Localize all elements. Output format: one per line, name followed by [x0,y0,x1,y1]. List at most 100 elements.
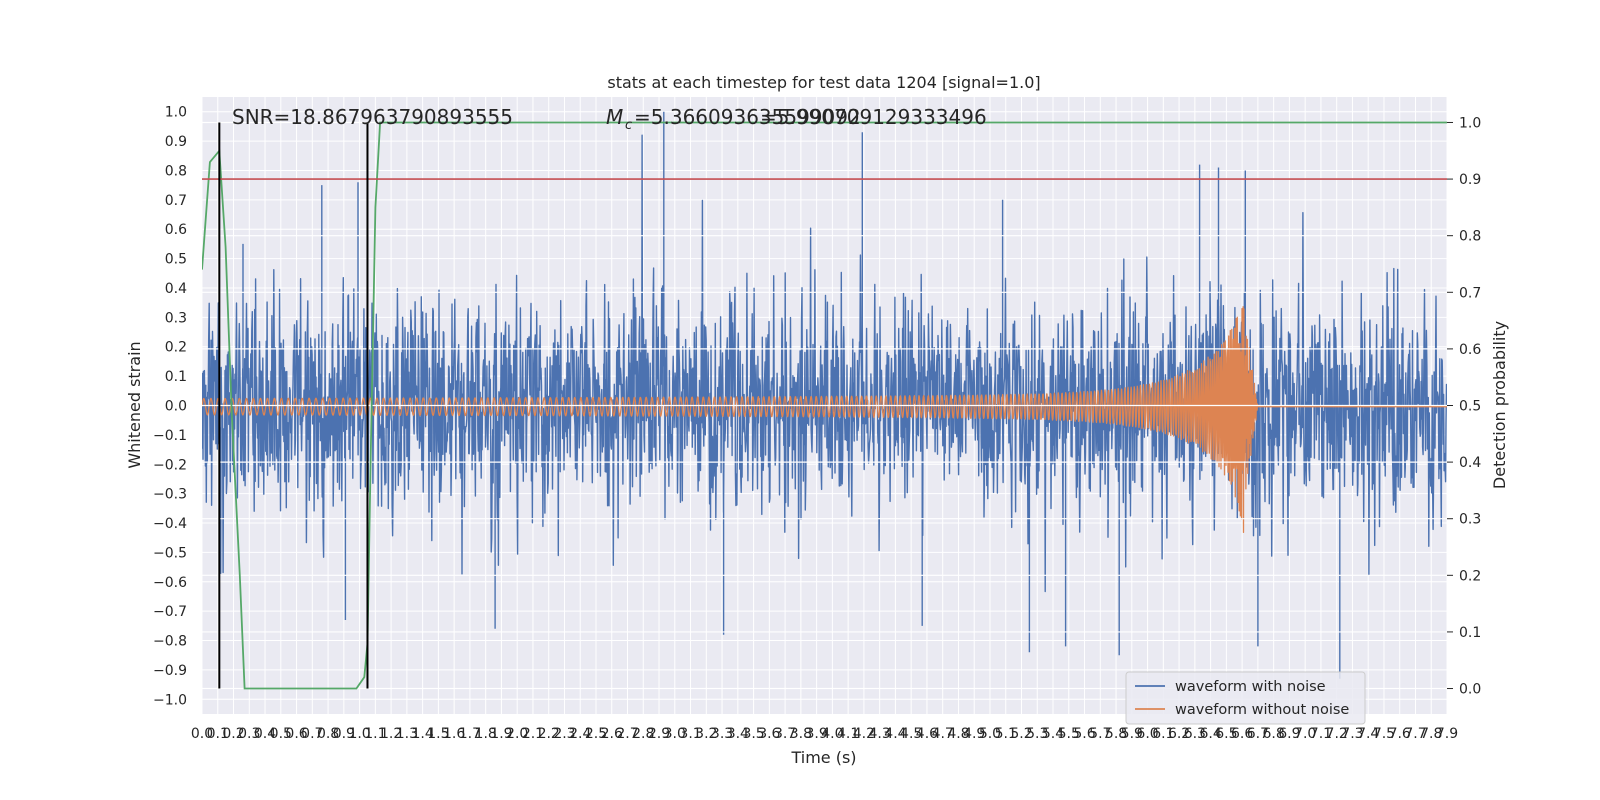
x-tick-label: 7.4 [1357,726,1379,742]
x-tick-label: 1.3 [396,726,418,742]
y-axis-label: Whitened strain [125,341,144,468]
chart-title: stats at each timestep for test data 120… [607,73,1040,92]
y-tick-label: −0.7 [153,604,187,620]
y-tick-label: 0.6 [165,222,187,238]
x-axis-ticks: 0.00.10.20.30.40.50.60.70.80.91.01.11.21… [191,726,1458,742]
y2-tick-label: 0.5 [1459,399,1481,415]
y-tick-label: −0.2 [153,457,187,473]
x-tick-label: 7.8 [1420,726,1442,742]
x-tick-label: 2.6 [601,726,623,742]
y2-tick-label: 1.0 [1459,115,1481,131]
x-tick-label: 2.1 [522,726,544,742]
y2-tick-label: 0.3 [1459,512,1481,528]
x-tick-label: 3.7 [774,726,796,742]
x-tick-label: 5.8 [1105,726,1127,742]
y-tick-label: 0.3 [165,310,187,326]
legend-label-clean: waveform without noise [1175,702,1349,718]
x-tick-label: 4.9 [963,726,985,742]
y-axis-ticks: 1.0 0.9 0.8 0.7 0.6 0.5 0.4 0.3 0.2 0.1 0.0 −0.1 −0.… [153,105,187,709]
y2-tick-label: 0.8 [1459,229,1481,245]
x-tick-label: 6.4 [1199,726,1221,742]
x-axis-label: Time (s) [790,748,856,767]
legend-box [1125,671,1366,725]
x-tick-label: 1.8 [475,726,497,742]
mc-symbol: M [606,105,623,129]
x-tick-label: 3.5 [742,726,764,742]
x-tick-label: 6.3 [1184,726,1206,742]
x-tick-label: 5.6 [1073,726,1095,742]
y-tick-label: −0.1 [153,428,187,444]
x-tick-label: 2.4 [569,726,591,742]
y-tick-label: 0.0 [165,399,187,415]
x-tick-label: 7.7 [1404,726,1426,742]
vertical-markers [218,122,369,689]
x-tick-label: 3.8 [790,726,812,742]
x-tick-label: 6.0 [1136,726,1158,742]
x-tick-label: 3.0 [664,726,686,742]
x-tick-label: 5.0 [979,726,1001,742]
x-tick-label: 3.6 [758,726,780,742]
x-tick-label: 1.5 [427,726,449,742]
x-tick-label: 2.9 [648,726,670,742]
x-tick-label: 5.9 [1121,726,1143,742]
x-tick-label: 5.2 [1010,726,1032,742]
y-tick-label: −0.3 [153,487,187,503]
y-tick-label: 0.1 [165,369,187,385]
y-tick-label: 0.8 [165,163,187,179]
series-detection-probability [202,121,1447,690]
y-tick-label: −0.8 [153,634,187,650]
x-tick-label: 2.8 [632,726,654,742]
x-tick-label: 5.1 [995,726,1017,742]
y-tick-label: 0.5 [165,252,187,268]
x-tick-label: 3.9 [805,726,827,742]
x-tick-label: 6.9 [1278,726,1300,742]
y-tick-label: 1.0 [165,105,187,121]
x-tick-label: 1.6 [443,726,465,742]
x-tick-label: 1.0 [348,726,370,742]
x-tick-label: 5.4 [1042,726,1064,742]
legend: waveform with noise waveform without noi… [1125,671,1366,725]
snr-annotation: SNR=18.867963790893555 [232,105,513,129]
x-tick-label: 4.0 [821,726,843,742]
x-tick-label: 7.2 [1326,726,1348,742]
x-tick-label: 4.8 [947,726,969,742]
x-tick-label: 2.2 [538,726,560,742]
x-tick-label: 4.4 [884,726,906,742]
x-tick-label: 3.4 [727,726,749,742]
x-tick-label: 4.1 [837,726,859,742]
x-tick-label: 6.1 [1152,726,1174,742]
x-tick-label: 0.1 [207,726,229,742]
x-tick-label: 7.9 [1436,726,1458,742]
x-tick-label: 1.4 [412,726,434,742]
y2-axis-label: Detection probability [1490,321,1509,489]
x-tick-label: 5.3 [1026,726,1048,742]
x-tick-label: 4.6 [916,726,938,742]
mc-annotation-overlap: =5.990709129333496 [760,105,987,129]
y2-tick-label: 0.4 [1459,455,1481,471]
x-tick-label: 4.5 [900,726,922,742]
x-tick-label: 3.2 [695,726,717,742]
x-tick-label: 4.7 [932,726,954,742]
x-tick-label: 7.1 [1310,726,1332,742]
y2-tick-label: 0.0 [1459,682,1481,698]
y-tick-label: −0.9 [153,663,187,679]
y-tick-label: 0.2 [165,340,187,356]
x-tick-label: 1.9 [490,726,512,742]
x-tick-label: 1.7 [459,726,481,742]
y-tick-label: 0.4 [165,281,187,297]
x-tick-label: 7.6 [1389,726,1411,742]
x-tick-label: 7.5 [1373,726,1395,742]
x-tick-label: 2.3 [553,726,575,742]
x-tick-label: 0.2 [222,726,244,742]
y2-tick-label: 0.6 [1459,342,1481,358]
x-tick-label: 4.3 [869,726,891,742]
detection-probability-line [202,121,1447,690]
series-waveform-without-noise [202,306,1447,534]
x-tick-label: 0.5 [270,726,292,742]
y2-tick-label: 0.9 [1459,172,1481,188]
x-tick-label: 5.7 [1089,726,1111,742]
mc-subscript: c [625,118,632,133]
noise-waveform-line [202,111,1447,679]
x-tick-label: 1.2 [380,726,402,742]
clean-waveform-line [202,306,1447,534]
